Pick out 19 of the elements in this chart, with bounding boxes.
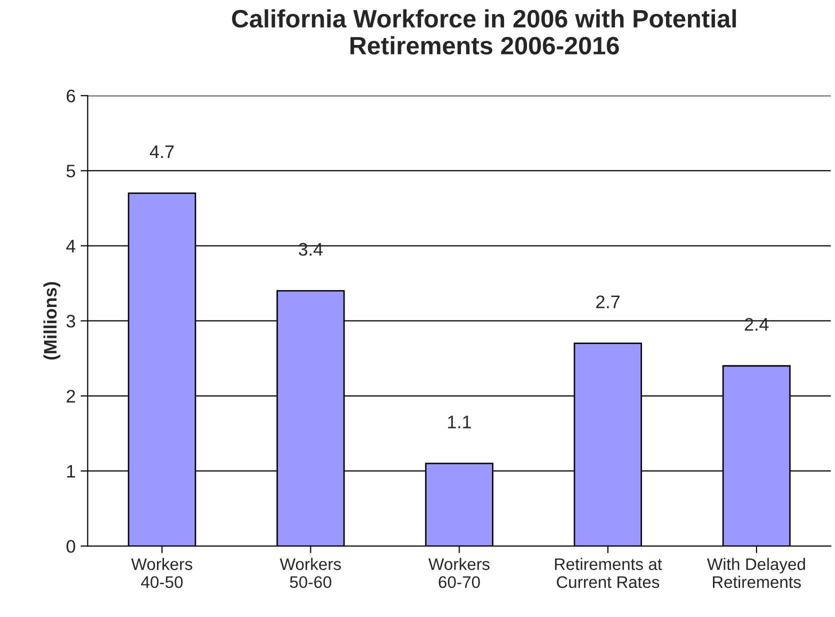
data-label: 4.7 bbox=[150, 146, 174, 158]
x-tick-label: With Delayed Retirements bbox=[707, 558, 805, 588]
y-tick-label: 1 bbox=[67, 465, 75, 478]
y-tick-label: 2 bbox=[66, 390, 75, 402]
x-tick-label: Workers 40-50 bbox=[131, 558, 192, 588]
x-tick-label: Retirements at Current Rates bbox=[555, 558, 662, 588]
y-tick-label: 0 bbox=[66, 540, 76, 553]
x-tick-label: Workers 60-70 bbox=[428, 558, 490, 588]
chart-title: California Workforce in 2006 with Potential Retirements 2006-2016 bbox=[232, 9, 736, 55]
data-label: 2.7 bbox=[596, 295, 620, 308]
y-tick-label: 5 bbox=[66, 164, 76, 178]
x-tick-label: Workers 50-60 bbox=[280, 558, 341, 588]
data-label: 1.1 bbox=[448, 416, 471, 428]
data-label: 2.4 bbox=[744, 318, 769, 331]
y-tick-label: 3 bbox=[66, 314, 76, 328]
y-axis-title: (Millions) bbox=[43, 282, 60, 360]
y-tick-label: 6 bbox=[66, 90, 76, 102]
y-tick-label: 4 bbox=[66, 240, 76, 252]
data-label: 3.4 bbox=[298, 242, 323, 256]
